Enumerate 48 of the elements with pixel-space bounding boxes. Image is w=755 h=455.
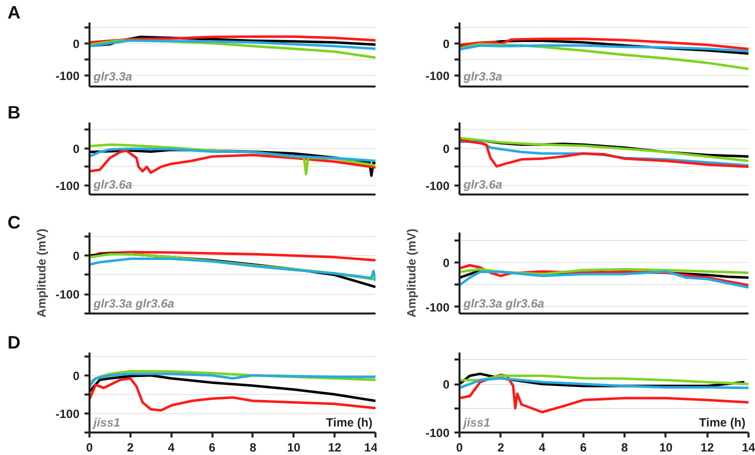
- annotation: glr3.6a: [462, 178, 503, 192]
- x-tick-label: 10: [287, 440, 301, 454]
- y-tick-label: 0: [442, 36, 450, 51]
- y-tick-label: -100: [55, 288, 80, 302]
- y-tick-label: 0: [72, 249, 80, 264]
- y-tick-label: -100: [425, 178, 450, 193]
- x-tick-label: 0: [86, 440, 94, 454]
- annotation: glr3.3a: [462, 70, 503, 84]
- x-tick-label: 8: [621, 440, 628, 454]
- chart-title: D: [8, 332, 20, 352]
- y-axis-title: Amplitude (mV): [34, 228, 48, 318]
- x-tick-label: 0: [456, 440, 464, 454]
- y-axis-title: Amplitude (mV): [404, 228, 418, 318]
- annotation: glr3.3a glr3.6a: [92, 296, 175, 310]
- chart-title: B: [8, 102, 20, 122]
- y-tick-label: -100: [55, 406, 80, 421]
- y-tick-label: -100: [425, 300, 450, 314]
- y-tick-label: 0: [442, 378, 450, 392]
- y-tick-label: 0: [72, 142, 80, 156]
- x-axis-title: Time (h): [699, 416, 746, 430]
- y-tick-label: 0: [72, 368, 80, 383]
- y-tick-label: -100: [425, 426, 450, 440]
- y-tick-label: 0: [442, 142, 450, 156]
- x-tick-label: 12: [700, 440, 714, 454]
- x-tick-label: 4: [538, 440, 546, 454]
- x-tick-label: 6: [580, 440, 588, 454]
- chart-title: C: [8, 212, 20, 232]
- annotation: glr3.6a: [92, 178, 133, 192]
- x-tick-label: 14: [742, 440, 755, 454]
- y-tick-label: 0: [72, 36, 80, 51]
- y-tick-label: -100: [55, 68, 80, 83]
- x-tick-label: 2: [127, 440, 134, 454]
- y-tick-label: 0: [442, 256, 450, 270]
- x-tick-label: 8: [250, 440, 257, 454]
- x-tick-label: 6: [208, 440, 216, 454]
- annotation: glr3.3a glr3.6a: [462, 296, 545, 310]
- annotation: jiss1: [92, 416, 121, 430]
- x-tick-label: 12: [328, 440, 342, 454]
- y-tick-label: -100: [425, 68, 450, 83]
- y-tick-label: -100: [55, 178, 80, 193]
- x-axis-title: Time (h): [326, 416, 373, 430]
- x-tick-label: 4: [168, 440, 175, 454]
- x-tick-label: 10: [659, 440, 673, 454]
- chart-title: A: [8, 2, 20, 22]
- annotation: glr3.3a: [92, 70, 133, 84]
- x-tick-label: 2: [497, 440, 504, 454]
- x-tick-label: 14: [364, 440, 378, 454]
- annotation: jiss1: [462, 416, 491, 430]
